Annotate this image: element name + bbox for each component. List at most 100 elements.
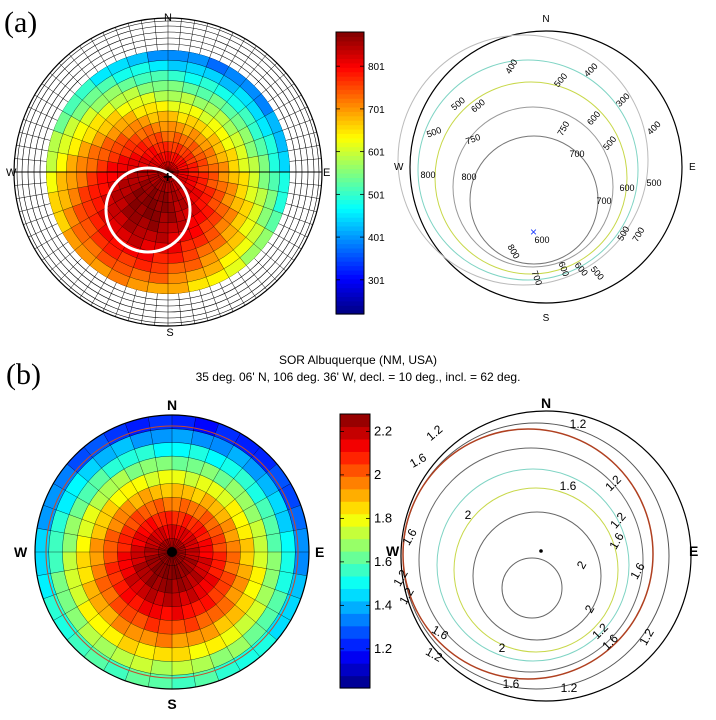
contour-label: 2 xyxy=(574,558,590,571)
contour-800 xyxy=(469,135,599,265)
horizon-spoke xyxy=(49,72,75,94)
colorbar-step xyxy=(336,102,364,108)
horizon-spoke xyxy=(34,232,63,250)
horizon-spoke xyxy=(285,131,317,141)
panel-b-contour-outer-ring xyxy=(400,410,692,702)
colorbar-step xyxy=(336,278,364,284)
panel-b-polar-map: N W E S xyxy=(14,397,324,712)
colorbar-step xyxy=(336,115,364,121)
panel-a-contour-compass-n: N xyxy=(542,14,549,25)
contour-label: 600 xyxy=(585,109,602,127)
colorbar-step xyxy=(336,212,364,218)
panel-a-compass-w: W xyxy=(6,167,17,179)
horizon-spoke xyxy=(228,277,246,306)
horizon-spoke xyxy=(228,38,246,67)
heatmap-cell xyxy=(266,551,282,572)
horizon-spoke xyxy=(68,53,90,79)
colorbar-step xyxy=(336,256,364,262)
horizon-spoke xyxy=(199,289,209,321)
colorbar-step xyxy=(340,513,370,527)
panel-a-white-circle xyxy=(104,166,192,254)
grid-spoke xyxy=(62,171,169,234)
heatmap-cell xyxy=(55,171,69,192)
grid-spoke xyxy=(171,551,220,681)
heatmap-cell xyxy=(148,59,169,73)
grid-spoke xyxy=(124,423,173,553)
colorbar-step xyxy=(336,217,364,223)
colorbar-step xyxy=(336,128,364,134)
colorbar-step xyxy=(336,173,364,179)
grid-spoke xyxy=(167,150,289,173)
colorbar-tick-label: 1.8 xyxy=(374,510,392,525)
horizon-spoke xyxy=(237,271,257,299)
contour-400 xyxy=(397,34,649,286)
heatmap-cell xyxy=(86,171,99,187)
grid-spoke xyxy=(147,551,173,687)
colorbar-step xyxy=(336,106,364,112)
grid-spoke xyxy=(74,93,169,173)
contour-label: 600 xyxy=(619,183,634,193)
colorbar-step xyxy=(340,563,370,577)
grid-spoke xyxy=(53,130,169,173)
horizon-spoke xyxy=(261,72,287,94)
contour-label: 2 xyxy=(465,508,472,522)
panel-b-compass-s: S xyxy=(167,696,176,712)
colorbar-step xyxy=(336,62,364,68)
panel-b-contour-map: 1.2 1.2 1.6 1.6 1.2 1.2 2 1.6 2 1.6 1.6 1.2 1.2 2 1.2 2… xyxy=(386,395,698,702)
colorbar-step xyxy=(336,58,364,64)
grid-spoke xyxy=(146,51,169,173)
colorbar-step xyxy=(340,663,370,677)
grid-spoke xyxy=(53,483,173,553)
colorbar-step xyxy=(340,426,370,440)
horizon-spoke xyxy=(141,20,148,52)
grid-spoke xyxy=(37,551,173,577)
grid-spoke xyxy=(167,171,230,278)
grid-spoke xyxy=(167,171,210,287)
horizon-spoke xyxy=(246,265,268,291)
grid-spoke xyxy=(83,551,173,658)
heatmap-cell xyxy=(257,171,270,191)
grid-spoke xyxy=(74,171,169,251)
horizon-spoke xyxy=(219,32,234,62)
grid-spoke xyxy=(171,551,197,687)
contour-700 xyxy=(452,106,614,268)
colorbar-step xyxy=(336,203,364,209)
horizon-spoke xyxy=(285,203,317,213)
heatmap-cell xyxy=(151,80,169,93)
contour-label: 1.2 xyxy=(636,626,657,648)
colorbar-step xyxy=(336,164,364,170)
heatmap-cell xyxy=(149,70,169,83)
grid-spoke xyxy=(124,551,173,681)
colorbar-step xyxy=(340,588,370,602)
grid-spoke xyxy=(171,551,261,658)
grid-spoke xyxy=(167,171,274,234)
heatmap-cell xyxy=(171,442,192,458)
heatmap-cell xyxy=(167,80,185,93)
colorbar-step xyxy=(336,230,364,236)
panel-b-label: (b) xyxy=(6,358,41,391)
contour-label: 1.2 xyxy=(607,509,629,531)
contour-label: 750 xyxy=(464,132,482,147)
colorbar-step xyxy=(336,283,364,289)
contour-label: 1.2 xyxy=(570,417,587,431)
panel-a-center-marker: + xyxy=(163,169,172,186)
heatmap-cell xyxy=(149,261,169,274)
heatmap-cell xyxy=(155,231,169,244)
heatmap-cell xyxy=(293,527,309,553)
grid-spoke xyxy=(147,417,173,553)
colorbar-step xyxy=(336,71,364,77)
heatmap-cell xyxy=(150,659,173,676)
contour-label: 500 xyxy=(646,178,661,188)
heatmap-cell xyxy=(62,532,78,553)
colorbar-tick-label: 501 xyxy=(368,190,385,201)
heatmap-cell xyxy=(167,100,181,113)
heatmap-cell xyxy=(247,171,260,189)
horizon-spoke xyxy=(41,83,69,103)
colorbar-tick-label: 2.2 xyxy=(374,423,392,438)
contour-1.6 xyxy=(436,468,630,662)
panel-a-contour-compass-s: S xyxy=(543,313,550,324)
heatmap-cell xyxy=(267,152,281,173)
heatmap-cell xyxy=(96,159,109,173)
colorbar-step xyxy=(340,600,370,614)
